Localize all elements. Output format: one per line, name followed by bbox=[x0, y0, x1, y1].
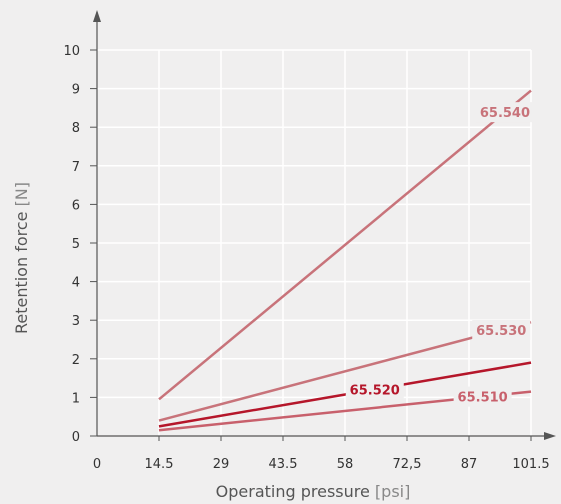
chart-axes bbox=[93, 10, 556, 440]
y-tick-label: 0 bbox=[72, 430, 80, 445]
series-label-65.530: 65.530 bbox=[476, 324, 526, 339]
series-label-65.520: 65.520 bbox=[350, 383, 400, 398]
x-axis-title: Operating pressure [psi] bbox=[216, 482, 411, 501]
y-axis-title: Retention force [N] bbox=[12, 182, 31, 334]
series-label-background bbox=[345, 379, 404, 400]
series-line-65.520 bbox=[158, 361, 532, 428]
y-tick-label: 4 bbox=[72, 276, 80, 291]
chart-series: 65.540 65.530 65.520 65.510 bbox=[158, 89, 534, 432]
series-label-background bbox=[475, 102, 534, 123]
y-axis-arrow bbox=[93, 10, 101, 22]
y-tick-label: 3 bbox=[72, 314, 80, 329]
x-tick-label: 14.5 bbox=[145, 457, 174, 472]
y-tick-label: 9 bbox=[72, 83, 80, 98]
x-tick-label: 101.5 bbox=[512, 457, 549, 472]
x-tick-label: 0 bbox=[93, 457, 101, 472]
x-axis-ticks: 0 14.5 29 43.5 58 72,5 87 101.5 bbox=[93, 436, 550, 472]
y-axis-ticks: 0 1 2 3 4 5 6 7 8 9 10 bbox=[63, 44, 97, 445]
y-axis-label: Retention force bbox=[12, 212, 31, 335]
series-label-65.510: 65.510 bbox=[458, 391, 508, 406]
y-tick-label: 8 bbox=[72, 121, 80, 136]
x-tick-label: 87 bbox=[461, 457, 478, 472]
y-tick-label: 5 bbox=[72, 237, 80, 252]
x-tick-label: 58 bbox=[337, 457, 354, 472]
series-line-65.530 bbox=[158, 320, 532, 422]
y-tick-label: 2 bbox=[72, 353, 80, 368]
x-tick-label: 29 bbox=[213, 457, 230, 472]
x-axis-label: Operating pressure bbox=[216, 482, 370, 501]
y-tick-label: 6 bbox=[72, 198, 80, 213]
y-axis-unit: [N] bbox=[12, 182, 31, 212]
series-label-65.540: 65.540 bbox=[480, 106, 530, 121]
x-axis-arrow bbox=[544, 432, 556, 440]
chart-grid bbox=[97, 49, 532, 436]
series-label-background bbox=[472, 320, 531, 341]
series-line-65.540 bbox=[158, 89, 532, 401]
y-tick-label: 1 bbox=[72, 391, 80, 406]
y-tick-label: 10 bbox=[63, 44, 80, 59]
y-tick-label: 7 bbox=[72, 160, 80, 175]
x-axis-unit: [psi] bbox=[370, 482, 411, 501]
x-tick-label: 43.5 bbox=[269, 457, 298, 472]
x-tick-label: 72,5 bbox=[393, 457, 422, 472]
series-label-background bbox=[453, 386, 512, 407]
